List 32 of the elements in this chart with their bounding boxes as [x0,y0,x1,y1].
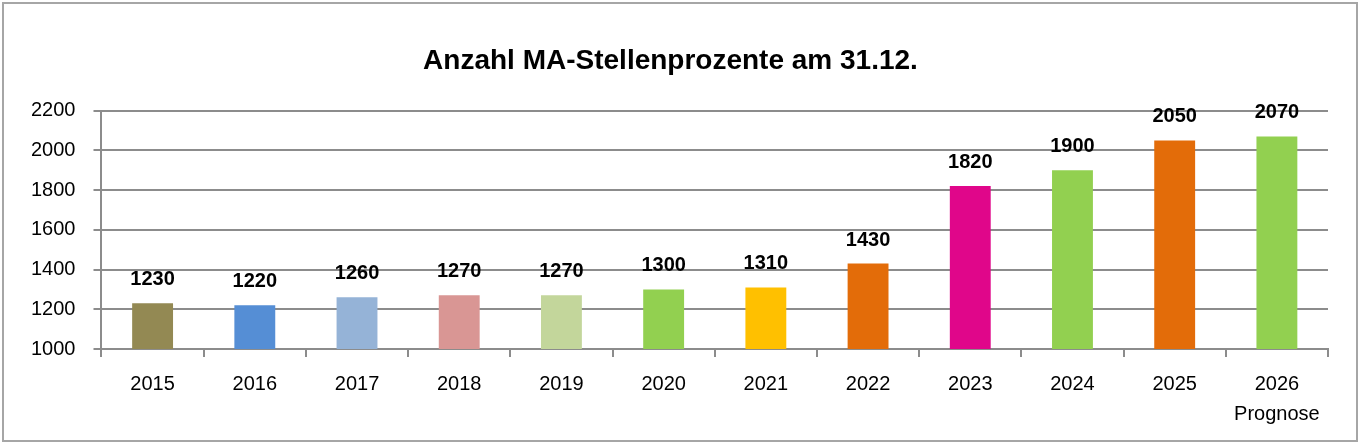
y-tick-label: 1000 [30,336,76,359]
x-tick-label: 2025 [1152,371,1197,394]
y-tick-label: 2000 [30,137,76,160]
x-tick-label: 2019 [539,371,584,394]
x-tick-label: 2022 [845,371,891,394]
x-tick-label: 2017 [334,371,380,394]
x-tick-label: 2024 [1050,371,1095,394]
x-tick-label: 2016 [232,371,278,394]
data-label: 2050 [1152,104,1197,127]
data-label: 2070 [1254,100,1300,123]
data-label: 1260 [334,261,380,284]
x-tick-label: 2018 [436,371,482,394]
data-label: 1820 [948,150,993,173]
x-tick-label: 2020 [641,371,686,394]
data-label: 1270 [436,259,482,282]
x-tick-label: 2026 Prognose [1234,371,1320,424]
y-tick-label: 1200 [30,296,76,319]
y-tick-label: 1600 [30,217,76,240]
y-tick-label: 1400 [30,257,76,280]
x-tick-label: 2015 [130,371,175,394]
y-tick-label: 1800 [30,177,76,200]
data-label: 1430 [845,227,891,250]
data-label: 1230 [130,267,175,290]
data-label: 1900 [1050,134,1095,157]
y-tick-label: 2200 [30,98,76,121]
x-tick-label: 2021 [743,371,789,394]
x-tick-label: 2023 [948,371,993,394]
data-label: 1270 [539,259,584,282]
data-label: 1300 [641,253,686,276]
data-label: 1220 [232,269,278,292]
data-label: 1310 [743,251,789,274]
chart-title: Anzahl MA-Stellenprozente am 31.12. [423,43,918,75]
